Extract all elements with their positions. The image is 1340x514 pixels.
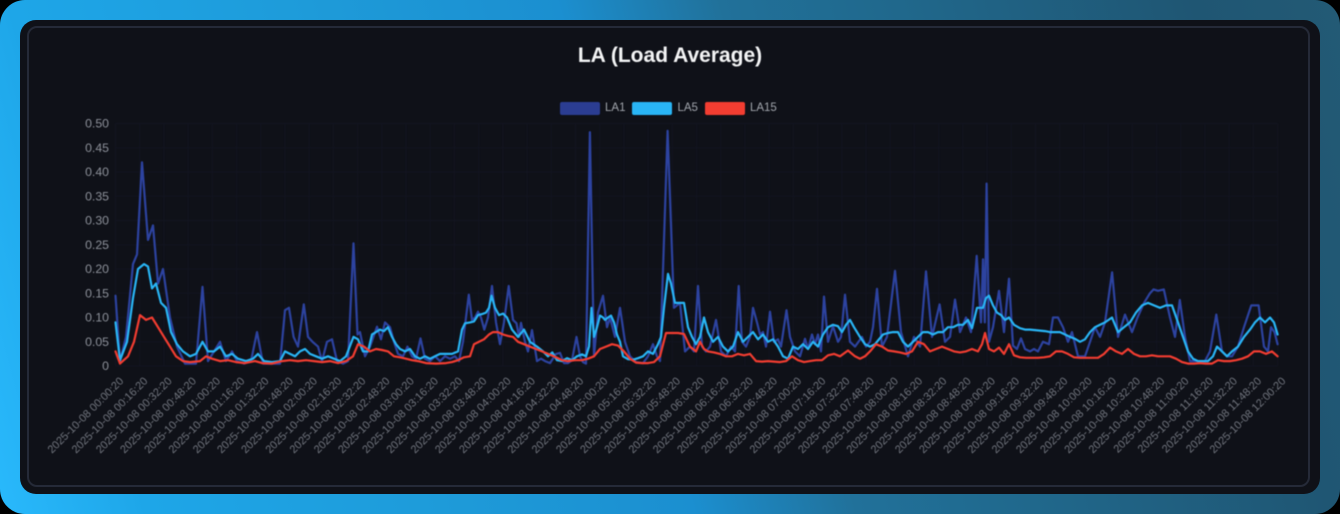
svg-text:0.30: 0.30	[85, 214, 109, 228]
svg-text:0.40: 0.40	[85, 165, 109, 179]
svg-text:0.35: 0.35	[85, 189, 109, 203]
svg-text:0.15: 0.15	[85, 286, 109, 300]
svg-text:0.05: 0.05	[85, 335, 109, 349]
svg-text:0.10: 0.10	[85, 311, 109, 325]
svg-text:0.20: 0.20	[85, 262, 109, 276]
svg-text:0.45: 0.45	[85, 141, 109, 155]
svg-text:0: 0	[102, 359, 109, 373]
svg-text:0.25: 0.25	[85, 238, 109, 252]
svg-text:0.50: 0.50	[85, 117, 109, 131]
